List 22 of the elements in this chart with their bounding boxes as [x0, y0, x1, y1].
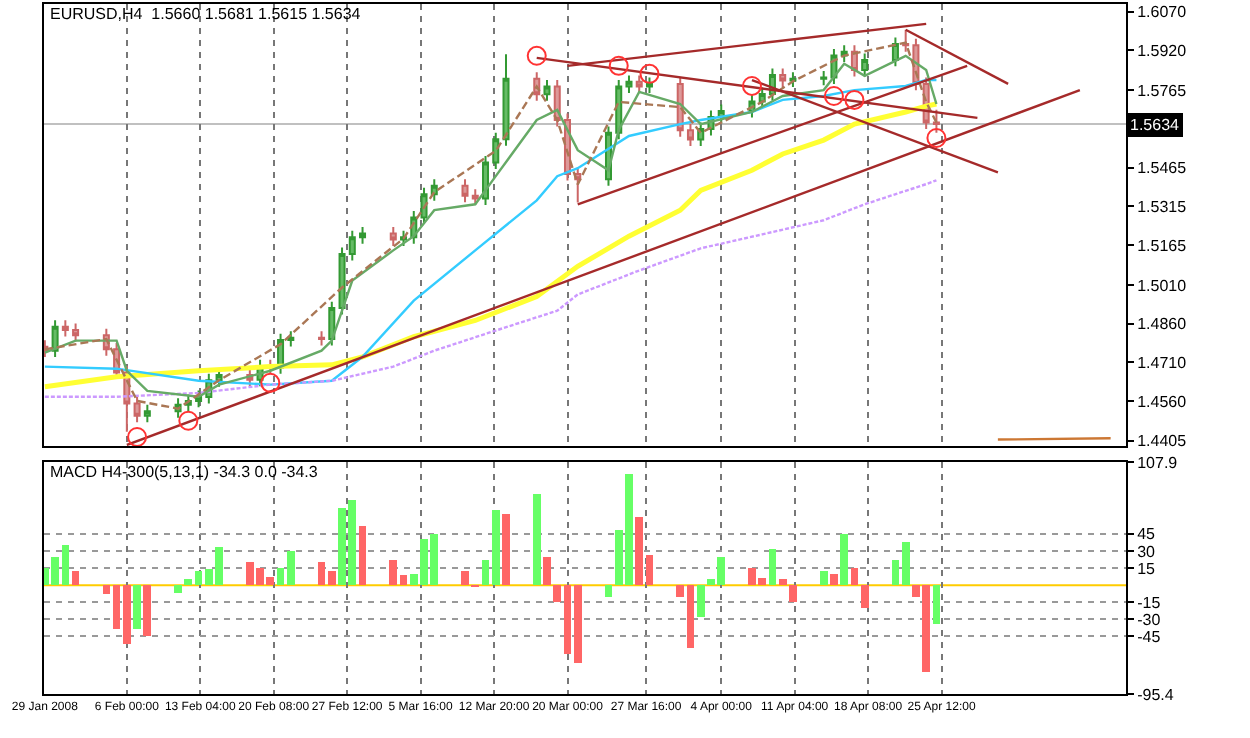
y-tick-label: 1.5920: [1137, 42, 1188, 60]
y-tick-label: 1.5465: [1137, 159, 1188, 178]
y-tick-label: 1.5165: [1137, 236, 1188, 255]
y-tick-label: -95.4: [1137, 685, 1175, 704]
y-tick-label: 1.5315: [1137, 197, 1188, 216]
y-tick-label: 1.4405: [1137, 432, 1188, 451]
y-tick-label: 30: [1137, 542, 1157, 561]
y-tick-label: 15: [1137, 559, 1157, 578]
y-tick-label: -30: [1137, 610, 1162, 629]
y-tick-label: 45: [1137, 525, 1157, 544]
y-tick-label: 1.4560: [1137, 392, 1188, 411]
y-tick-label: -45: [1137, 628, 1162, 647]
chart-title: EURUSD,H4 1.5660 1.5681 1.5615 1.5634: [50, 5, 362, 24]
y-tick-label: 1.6070: [1137, 3, 1188, 22]
ref-line-label: 1.5634: [1130, 116, 1181, 134]
y-tick-label: 1.5010: [1137, 276, 1188, 295]
y-tick-label: 1.4710: [1137, 353, 1188, 372]
y-tick-label: 1.5765: [1137, 81, 1188, 100]
chart-title: MACD H4-300(5,13,1) -34.3 0.0 -34.3: [50, 463, 319, 482]
y-tick-label: 107.9: [1137, 453, 1179, 472]
y-tick-label: -15: [1137, 593, 1162, 612]
y-tick-label: 1.4860: [1137, 315, 1188, 334]
